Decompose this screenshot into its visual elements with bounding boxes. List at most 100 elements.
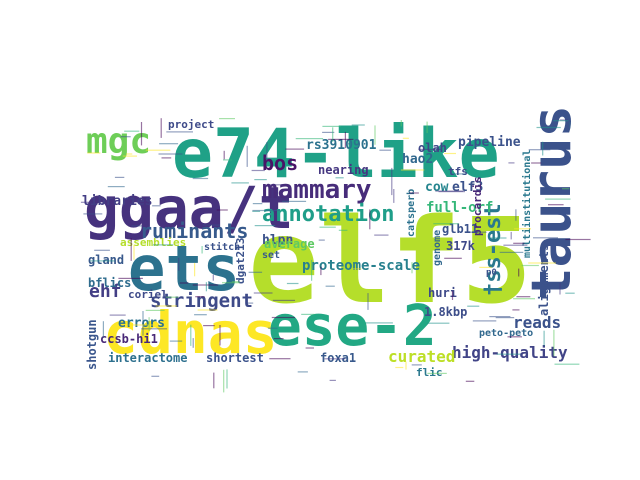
word-coriel: coriel: [128, 288, 168, 301]
word-ehf: ehf: [89, 281, 122, 302]
word-nearing: nearing: [318, 163, 369, 177]
filler-mark: [131, 225, 143, 227]
filler-mark: [120, 136, 131, 138]
filler-mark: [518, 268, 520, 277]
filler-mark: [489, 316, 511, 318]
filler-mark: [515, 209, 517, 221]
filler-mark: [510, 231, 512, 240]
word-errors: errors: [118, 316, 165, 331]
filler-mark: [320, 266, 322, 276]
filler-mark: [405, 361, 407, 370]
filler-mark: [205, 282, 207, 292]
filler-mark: [253, 292, 273, 294]
word-ggaa-t: ggaa/t: [84, 174, 294, 242]
filler-mark: [322, 125, 341, 127]
filler-mark: [252, 210, 261, 212]
filler-mark: [142, 311, 144, 336]
word-flic: flic: [416, 366, 443, 379]
filler-mark: [192, 338, 194, 348]
filler-mark: [201, 246, 203, 254]
filler-mark: [490, 237, 507, 239]
filler-mark: [166, 131, 193, 133]
filler-mark: [433, 223, 459, 225]
filler-mark: [192, 284, 219, 286]
word-stitch: stitch: [204, 241, 240, 253]
filler-mark: [322, 131, 335, 133]
word-pipeline: pipeline: [458, 135, 521, 150]
filler-mark: [160, 118, 162, 138]
filler-mark: [319, 226, 336, 228]
filler-mark: [452, 173, 467, 175]
filler-mark: [246, 302, 254, 304]
filler-mark: [161, 157, 172, 159]
filler-mark: [122, 155, 137, 157]
word-ccsb-hi1: ccsb-hi1: [100, 332, 158, 346]
filler-mark: [285, 148, 305, 150]
filler-mark: [252, 209, 280, 212]
filler-mark: [194, 263, 196, 277]
word-genome: genome: [432, 230, 443, 266]
filler-mark: [107, 186, 125, 188]
filler-mark: [286, 282, 299, 285]
word-shortest: shortest: [206, 351, 264, 365]
filler-mark: [479, 266, 492, 268]
filler-mark: [391, 167, 393, 196]
filler-mark: [427, 372, 447, 374]
word-e74-like: e74-like: [172, 115, 500, 194]
filler-mark: [254, 225, 276, 227]
filler-mark: [395, 366, 404, 369]
filler-mark: [109, 314, 126, 316]
filler-mark: [219, 325, 221, 346]
filler-mark: [124, 130, 140, 132]
word-tss-est: †ss-est: [481, 203, 506, 296]
filler-mark: [148, 317, 150, 331]
word-catsperb: catsperb: [406, 189, 417, 237]
filler-mark: [465, 380, 475, 382]
filler-mark: [513, 242, 525, 244]
filler-mark: [212, 274, 214, 281]
filler-mark: [159, 143, 179, 145]
word-huri: huri: [428, 286, 457, 300]
filler-mark: [335, 177, 344, 179]
filler-mark: [152, 205, 161, 207]
filler-mark: [219, 118, 235, 120]
word-project: project: [168, 118, 214, 131]
filler-mark: [512, 309, 520, 311]
filler-mark: [465, 231, 487, 233]
filler-mark: [123, 198, 139, 201]
filler-mark: [503, 244, 528, 246]
filler-mark: [554, 363, 580, 365]
word-peto-peto: peto-peto: [479, 328, 533, 339]
word-curated: curated: [388, 347, 455, 366]
filler-mark: [344, 131, 346, 149]
filler-mark: [329, 379, 336, 381]
word-hlpn: hlpn: [262, 233, 293, 248]
filler-mark: [305, 347, 314, 349]
filler-mark: [282, 200, 307, 202]
filler-mark: [374, 125, 376, 145]
word-bflics: bflics: [88, 276, 131, 290]
filler-mark: [223, 150, 225, 160]
filler-mark: [328, 138, 354, 140]
filler-mark: [265, 157, 280, 159]
word-alignments: alignments: [537, 244, 551, 316]
filler-mark: [203, 325, 215, 327]
word-hao2: hao2: [402, 152, 433, 167]
filler-mark: [325, 285, 335, 287]
filler-mark: [231, 281, 240, 283]
filler-mark: [402, 137, 409, 139]
filler-mark: [374, 234, 389, 236]
filler-mark: [536, 126, 561, 129]
word-ets: ets: [128, 232, 240, 305]
word-olah: olah: [418, 141, 447, 155]
filler-mark: [521, 264, 539, 267]
filler-mark: [553, 120, 569, 122]
filler-mark: [252, 203, 263, 205]
filler-mark: [216, 209, 228, 211]
word-assemblies: assemblies: [120, 236, 186, 249]
word-cow: cow: [425, 180, 449, 195]
filler-mark: [400, 120, 402, 127]
word-proteome-scale: proteome-scale: [302, 258, 420, 274]
word-ruminants: ruminants: [140, 219, 248, 243]
